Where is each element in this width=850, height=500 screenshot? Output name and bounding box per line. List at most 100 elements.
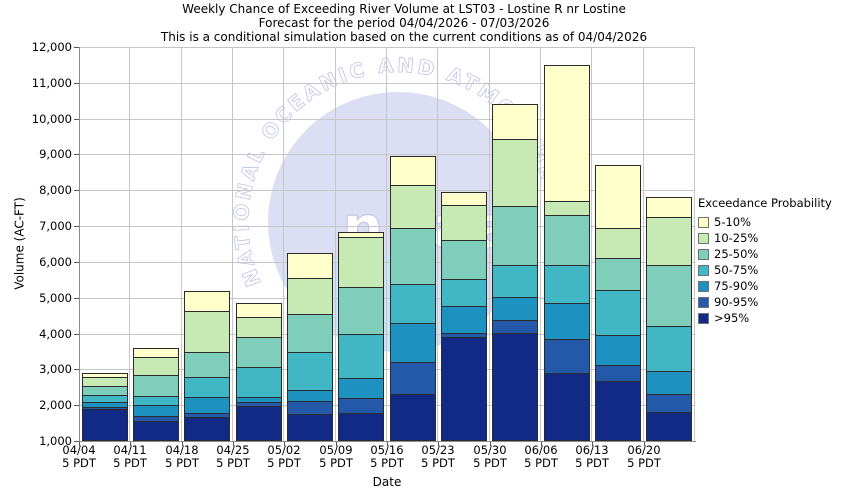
x-tick-label: 06/20 5 PDT [627, 443, 661, 470]
segment-50-75% [390, 285, 435, 325]
segment-5-10% [390, 157, 435, 187]
segment-75-90% [544, 303, 589, 340]
y-tick-mark [74, 334, 79, 335]
v-gridline [232, 47, 233, 441]
y-axis-title: Volume (AC-FT) [12, 197, 27, 290]
legend-swatch [698, 216, 709, 228]
v-gridline [129, 47, 130, 441]
x-tick-label: 04/18 5 PDT [165, 443, 199, 470]
x-tick-label: 05/09 5 PDT [319, 443, 353, 470]
legend-item-10-25%: 10-25% [698, 230, 832, 246]
y-tick-label: 8,000 [39, 183, 72, 197]
segment-90-95% [185, 413, 230, 418]
segment-10-25% [390, 186, 435, 230]
legend-item-label: 5-10% [714, 215, 752, 229]
y-tick-mark [74, 47, 79, 48]
y-tick-mark [74, 262, 79, 263]
legend-item-5-10%: 5-10% [698, 214, 832, 230]
segment-10-25% [595, 229, 640, 260]
segment-90-95% [647, 395, 692, 414]
segment-75-90% [493, 298, 538, 322]
segment-75-90% [647, 372, 692, 396]
segment-5-10% [493, 105, 538, 141]
y-tick-label: 12,000 [31, 40, 72, 54]
segment-90-95% [339, 398, 384, 414]
v-gridline [386, 47, 387, 441]
segment-25-50% [185, 352, 230, 378]
segment-25-50% [287, 315, 332, 353]
v-gridline [540, 47, 541, 441]
stacked-bar-06/20 [646, 197, 693, 441]
stacked-bar-05/30 [492, 104, 539, 441]
segment-90-95% [287, 402, 332, 415]
x-tick-label: 05/23 5 PDT [421, 443, 455, 470]
legend-item-label: 10-25% [714, 231, 759, 245]
segment-50-75% [595, 291, 640, 337]
x-tick-label: 05/30 5 PDT [473, 443, 507, 470]
segment-5-10% [133, 348, 178, 358]
segment-25-50% [544, 215, 589, 266]
segment-25-50% [339, 287, 384, 335]
legend-swatch [698, 264, 709, 276]
segment-50-75% [441, 280, 486, 308]
segment-75-90% [82, 402, 127, 408]
x-tick-label: 04/04 5 PDT [62, 443, 96, 470]
segment-50-75% [493, 266, 538, 299]
segment-50-75% [133, 396, 178, 406]
h-gridline [79, 119, 695, 120]
legend-item-label: 50-75% [714, 263, 759, 277]
segment-50-75% [647, 327, 692, 373]
segment-10-25% [647, 218, 692, 267]
y-tick-label: 5,000 [39, 291, 72, 305]
h-gridline [79, 405, 695, 406]
segment-25-50% [133, 375, 178, 397]
segment-50-75% [544, 265, 589, 304]
segment-5-10% [595, 166, 640, 230]
segment-90-95% [82, 407, 127, 410]
v-gridline [181, 47, 182, 441]
v-gridline [437, 47, 438, 441]
segment-75-90% [133, 405, 178, 417]
chart-title-line1: Weekly Chance of Exceeding River Volume … [182, 2, 626, 16]
x-tick-mark [284, 442, 285, 446]
h-gridline [79, 262, 695, 263]
x-tick-label: 06/06 5 PDT [524, 443, 558, 470]
segment-75-90% [390, 324, 435, 364]
stacked-bar-06/06 [543, 64, 590, 441]
segment-25-50% [390, 229, 435, 286]
segment-50-75% [236, 368, 281, 399]
segment-90-95% [595, 366, 640, 383]
x-tick-label: 06/13 5 PDT [575, 443, 609, 470]
segment-75-90% [236, 398, 281, 404]
stacked-bar-05/23 [440, 192, 487, 441]
x-tick-mark [130, 442, 131, 446]
segment-5-10% [82, 373, 127, 378]
x-tick-mark [490, 442, 491, 446]
legend-item-75-90%: 75-90% [698, 278, 832, 294]
segment-25-50% [441, 241, 486, 281]
legend-swatch [698, 312, 709, 324]
segment-10-25% [544, 201, 589, 216]
x-tick-label: 05/16 5 PDT [370, 443, 404, 470]
segment-75-90% [595, 336, 640, 367]
legend-item-label: >95% [714, 311, 750, 325]
x-tick-mark [336, 442, 337, 446]
segment-75-90% [339, 378, 384, 399]
y-tick-mark [74, 190, 79, 191]
y-tick-label: 3,000 [39, 362, 72, 376]
stacked-bar-06/13 [594, 165, 641, 441]
y-tick-mark [74, 119, 79, 120]
legend-title: Exceedance Probability [698, 196, 832, 210]
stacked-bar-04/04 [81, 372, 128, 441]
chart-title-line3: This is a conditional simulation based o… [160, 29, 648, 44]
legend: Exceedance Probability 5-10% 10-25% 25-50%… [698, 196, 832, 326]
segment-25-50% [647, 266, 692, 328]
h-gridline [79, 154, 695, 155]
segment-10-25% [493, 140, 538, 208]
x-tick-mark [79, 442, 80, 446]
legend-item->95%: >95% [698, 310, 832, 326]
segment-10-25% [287, 279, 332, 315]
segment-25-50% [236, 338, 281, 369]
x-axis-spine [79, 441, 696, 442]
